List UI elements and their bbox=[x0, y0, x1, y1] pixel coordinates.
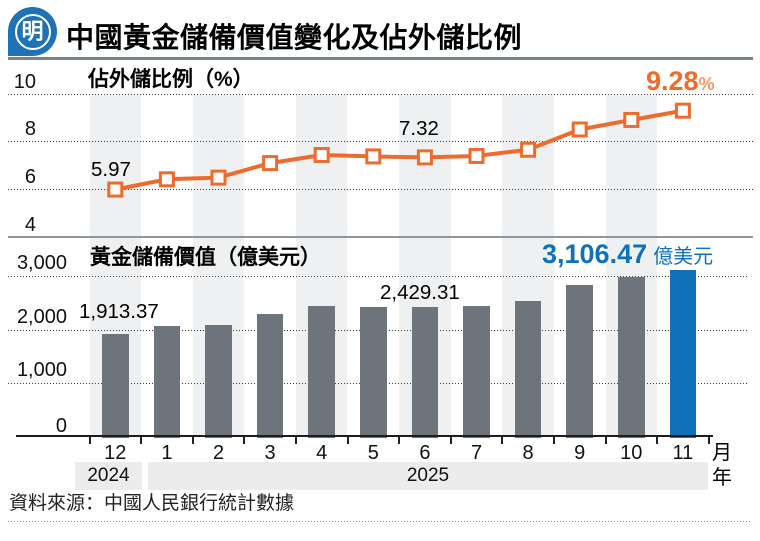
month-label: 6 bbox=[419, 442, 431, 464]
gridline bbox=[8, 93, 753, 95]
month-label: 8 bbox=[522, 442, 534, 464]
month-label: 4 bbox=[316, 442, 328, 464]
month-label: 3 bbox=[264, 442, 276, 464]
month-label: 11 bbox=[672, 442, 694, 464]
bar bbox=[360, 307, 387, 438]
data-label-value-latest: 3,106.47 億美元 bbox=[542, 241, 713, 268]
line-marker bbox=[365, 148, 382, 165]
year-2024-label: 2024 bbox=[87, 465, 130, 486]
logo-text: 明 bbox=[14, 13, 51, 50]
line-chart-title: 佔外儲比例（%） bbox=[88, 68, 254, 91]
x-axis-tick bbox=[501, 437, 504, 444]
x-axis-tick bbox=[656, 437, 659, 444]
y-axis-tick-label: 10 bbox=[13, 70, 36, 93]
x-axis-tick bbox=[398, 437, 401, 444]
month-label: 2 bbox=[212, 442, 225, 464]
data-label-pct-latest: 9.28% bbox=[646, 68, 715, 95]
y-axis-tick-label: 2,000 bbox=[16, 305, 67, 328]
bar bbox=[566, 284, 593, 438]
bar bbox=[205, 324, 232, 438]
month-axis-unit: 月 bbox=[712, 442, 732, 464]
bar bbox=[308, 306, 335, 438]
month-label: 7 bbox=[470, 442, 483, 464]
latest-value: 3,106.47 bbox=[542, 239, 648, 269]
gridline bbox=[8, 141, 753, 143]
month-label: 10 bbox=[620, 442, 643, 464]
line-marker bbox=[107, 181, 124, 198]
year-band-2025: 2025 bbox=[148, 462, 708, 490]
line-marker bbox=[674, 102, 691, 119]
percent-sign: % bbox=[698, 74, 715, 94]
line-marker bbox=[571, 121, 588, 138]
x-axis-tick bbox=[88, 437, 91, 444]
bar-chart-title: 黃金儲備價值（億美元） bbox=[90, 246, 321, 269]
x-axis-tick bbox=[140, 437, 143, 444]
bar bbox=[514, 300, 542, 438]
y-axis-tick-label: 1,000 bbox=[16, 359, 67, 382]
gridline bbox=[8, 188, 753, 190]
month-label: 12 bbox=[104, 442, 127, 464]
source-note: 資料來源：中國人民銀行統計數據 bbox=[9, 493, 295, 514]
line-marker bbox=[158, 171, 175, 188]
data-label-value-dec2024: 1,913.37 bbox=[79, 300, 159, 323]
data-label-value-jun2025: 2,429.31 bbox=[380, 281, 460, 304]
line-chart-baseline bbox=[8, 235, 753, 238]
x-axis-tick bbox=[707, 437, 710, 444]
bar bbox=[102, 334, 129, 438]
bar-chart-baseline bbox=[16, 435, 713, 437]
line-marker bbox=[468, 147, 485, 164]
y-axis-tick-label: 0 bbox=[55, 415, 67, 437]
x-axis-tick bbox=[346, 437, 349, 444]
month-label: 5 bbox=[367, 442, 379, 464]
line-marker bbox=[262, 155, 279, 172]
line-marker bbox=[520, 141, 537, 158]
y-axis-tick-label: 8 bbox=[24, 118, 36, 141]
bar-highlight-latest bbox=[669, 270, 697, 438]
month-label: 9 bbox=[574, 442, 586, 464]
data-label-pct-jun2025: 7.32 bbox=[399, 117, 439, 140]
data-label-pct-dec2024: 5.97 bbox=[91, 158, 131, 181]
year-axis-unit: 年 bbox=[712, 467, 732, 489]
year-band-2024: 2024 bbox=[75, 462, 142, 490]
bar bbox=[411, 306, 439, 438]
footer-divider bbox=[8, 521, 750, 522]
latest-value-unit: 億美元 bbox=[653, 246, 714, 268]
line-marker bbox=[623, 111, 640, 128]
y-axis-tick-label: 4 bbox=[24, 213, 36, 236]
page-title: 中國黃金儲備價值變化及佔外儲比例 bbox=[66, 22, 523, 53]
line-marker bbox=[210, 169, 227, 186]
title-divider bbox=[8, 57, 753, 60]
mingpao-logo: 明 bbox=[8, 7, 57, 56]
x-axis-tick bbox=[191, 437, 194, 444]
line-marker bbox=[313, 146, 330, 163]
line-marker bbox=[416, 149, 433, 166]
x-axis-tick bbox=[243, 437, 246, 444]
y-axis-tick-label: 3,000 bbox=[16, 251, 67, 274]
latest-pct-value: 9.28 bbox=[646, 66, 699, 96]
bar bbox=[618, 277, 645, 438]
bar bbox=[256, 313, 284, 438]
month-label: 1 bbox=[161, 442, 173, 464]
x-axis-tick bbox=[552, 437, 555, 444]
x-axis-tick bbox=[294, 437, 297, 444]
year-2025-label: 2025 bbox=[406, 465, 450, 486]
x-axis-tick bbox=[449, 437, 452, 444]
x-axis-tick bbox=[604, 437, 607, 444]
gridline bbox=[8, 275, 748, 277]
bar bbox=[153, 326, 181, 438]
y-axis-tick-label: 6 bbox=[24, 165, 36, 188]
bar bbox=[463, 306, 490, 438]
pct-line bbox=[113, 108, 685, 192]
